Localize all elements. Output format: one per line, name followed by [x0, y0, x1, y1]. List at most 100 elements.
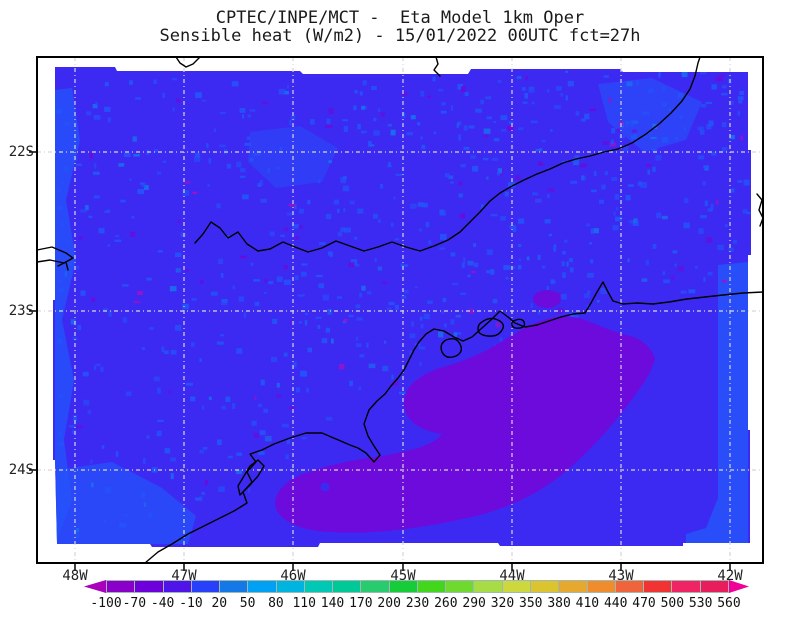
noise-speckle [699, 130, 705, 135]
noise-speckle [514, 175, 521, 180]
noise-speckle [553, 105, 561, 109]
noise-speckle [254, 301, 260, 307]
noise-speckle [537, 254, 541, 260]
noise-speckle [201, 99, 206, 102]
noise-speckle [658, 72, 661, 78]
noise-speckle [153, 79, 157, 84]
noise-speckle [317, 325, 321, 329]
noise-speckle [307, 199, 311, 205]
noise-speckle [232, 403, 236, 409]
noise-speckle [331, 338, 334, 344]
colorbar-tick-label: 80 [268, 596, 284, 611]
noise-speckle [170, 473, 174, 480]
noise-speckle [418, 346, 426, 350]
noise-speckle [219, 144, 226, 148]
noise-speckle [420, 90, 425, 97]
noise-speckle [395, 304, 399, 310]
noise-speckle [225, 396, 231, 402]
noise-speckle [213, 128, 217, 132]
noise-speckle [148, 512, 153, 518]
noise-speckle [743, 179, 750, 186]
noise-speckle [565, 70, 569, 73]
axis-ticks [29, 151, 731, 571]
noise-speckle [652, 166, 656, 172]
light-patch-top-right [598, 78, 702, 152]
noise-speckle [171, 78, 178, 81]
noise-speckle [642, 111, 649, 115]
noise-speckle [556, 86, 562, 91]
noise-speckle [518, 258, 522, 261]
noise-speckle [419, 362, 422, 366]
coastlines [36, 56, 764, 564]
colorbar-segment [417, 581, 447, 592]
noise-speckle [742, 209, 748, 214]
noise-speckle [490, 269, 495, 275]
noise-speckle [315, 274, 323, 278]
noise-speckle [439, 247, 445, 250]
noise-speckle [677, 92, 684, 98]
noise-speckle [141, 347, 145, 350]
noise-speckle [342, 176, 347, 180]
noise-speckle [359, 91, 363, 96]
colorbar-segment [672, 581, 701, 592]
noise-speckle [348, 262, 355, 268]
noise-speckle [432, 76, 436, 82]
noise-speckle [467, 274, 471, 278]
noise-speckle [244, 142, 251, 146]
noise-speckle [137, 291, 143, 295]
noise-speckle [243, 312, 247, 319]
noise-speckle [404, 289, 409, 294]
noise-speckle [300, 271, 307, 277]
noise-speckle [258, 451, 265, 455]
noise-speckle [461, 86, 466, 93]
noise-speckle [730, 267, 737, 273]
noise-speckle [497, 80, 502, 83]
noise-speckle [236, 469, 242, 475]
noise-speckle [272, 318, 278, 324]
noise-speckle [433, 131, 437, 135]
noise-speckle [242, 194, 249, 200]
noise-speckle [194, 156, 201, 162]
noise-speckle [697, 126, 704, 131]
noise-speckle [401, 92, 407, 97]
noise-speckle [362, 80, 367, 86]
noise-speckle [628, 220, 631, 223]
noise-speckle [101, 445, 105, 449]
noise-speckle [89, 153, 93, 159]
noise-speckle [410, 115, 416, 120]
noise-speckle [301, 437, 307, 440]
noise-speckle [733, 239, 738, 244]
noise-speckle [411, 321, 414, 327]
noise-speckle [104, 210, 110, 213]
noise-speckle [286, 85, 289, 89]
noise-speckle [461, 262, 465, 269]
noise-speckle [733, 276, 736, 283]
noise-speckle [627, 258, 630, 263]
noise-speckle [711, 84, 717, 90]
noise-speckle [190, 396, 196, 402]
noise-speckle [199, 358, 202, 362]
noise-speckle [257, 183, 262, 187]
noise-speckle [340, 177, 347, 184]
noise-speckle [604, 171, 609, 176]
noise-speckle [55, 109, 62, 114]
noise-speckle [524, 93, 528, 99]
noise-speckle [657, 126, 660, 129]
noise-speckle [328, 160, 332, 163]
noise-speckle [343, 227, 351, 233]
noise-speckle [508, 182, 515, 188]
noise-speckle [700, 215, 707, 219]
noise-speckle [343, 126, 348, 132]
noise-speckle [304, 319, 308, 326]
noise-speckle [486, 270, 490, 274]
noise-speckle [483, 128, 491, 134]
noise-speckle [232, 285, 236, 290]
noise-speckle [569, 312, 575, 318]
noise-speckle [443, 297, 446, 301]
noise-speckle [705, 101, 713, 104]
noise-speckle [192, 191, 197, 194]
field-noise-speckles [55, 70, 751, 539]
noise-speckle [123, 514, 129, 517]
noise-speckle [417, 122, 421, 126]
noise-speckle [399, 391, 406, 395]
